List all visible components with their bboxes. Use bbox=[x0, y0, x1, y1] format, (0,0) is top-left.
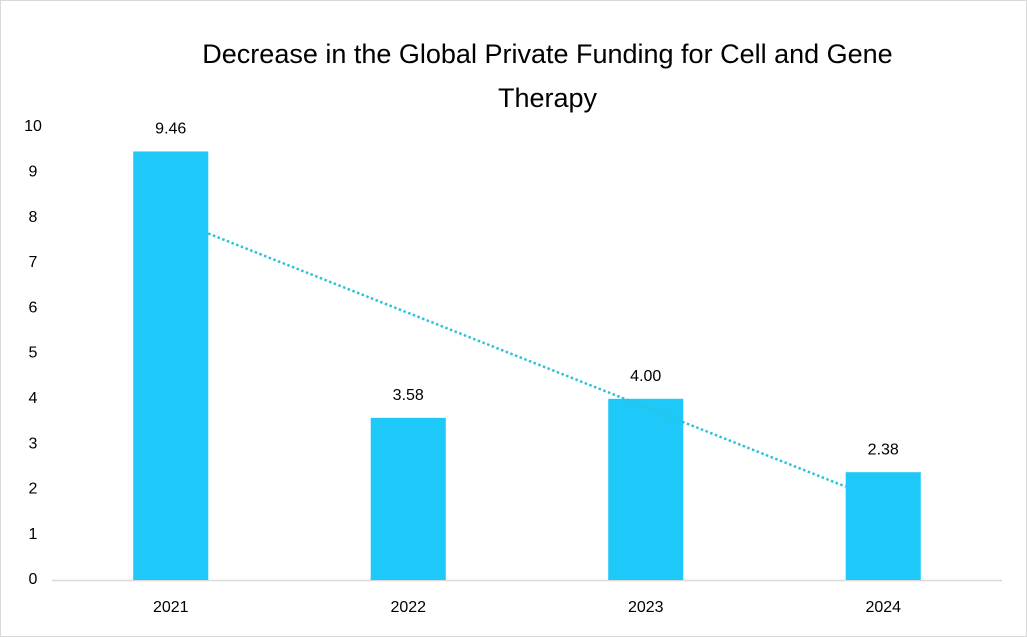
bar bbox=[608, 398, 684, 580]
trendline bbox=[207, 232, 847, 488]
y-tick-label: 10 bbox=[24, 118, 42, 135]
y-tick-label: 1 bbox=[29, 526, 38, 543]
y-tick-label: 3 bbox=[29, 435, 38, 452]
bar bbox=[845, 472, 921, 580]
value-label: 3.58 bbox=[393, 387, 424, 404]
x-tick-label: 2023 bbox=[628, 599, 664, 616]
y-tick-label: 7 bbox=[29, 254, 38, 271]
y-tick-label: 5 bbox=[29, 345, 38, 362]
x-tick-label: 2022 bbox=[390, 599, 426, 616]
value-label: 2.38 bbox=[868, 441, 899, 458]
y-tick-label: 2 bbox=[29, 481, 38, 498]
y-tick-label: 8 bbox=[29, 209, 38, 226]
x-tick-label: 2021 bbox=[153, 599, 189, 616]
y-tick-label: 9 bbox=[29, 164, 38, 181]
chart-title: Decrease in the Global Private Funding f… bbox=[202, 39, 893, 113]
x-tick-label: 2024 bbox=[865, 599, 901, 616]
value-label: 4.00 bbox=[630, 368, 661, 385]
y-tick-label: 4 bbox=[29, 390, 38, 407]
y-tick-label: 6 bbox=[29, 299, 38, 316]
bar bbox=[133, 151, 209, 580]
value-label: 9.46 bbox=[155, 121, 186, 138]
y-tick-label: 0 bbox=[29, 571, 38, 588]
bar bbox=[370, 417, 446, 580]
